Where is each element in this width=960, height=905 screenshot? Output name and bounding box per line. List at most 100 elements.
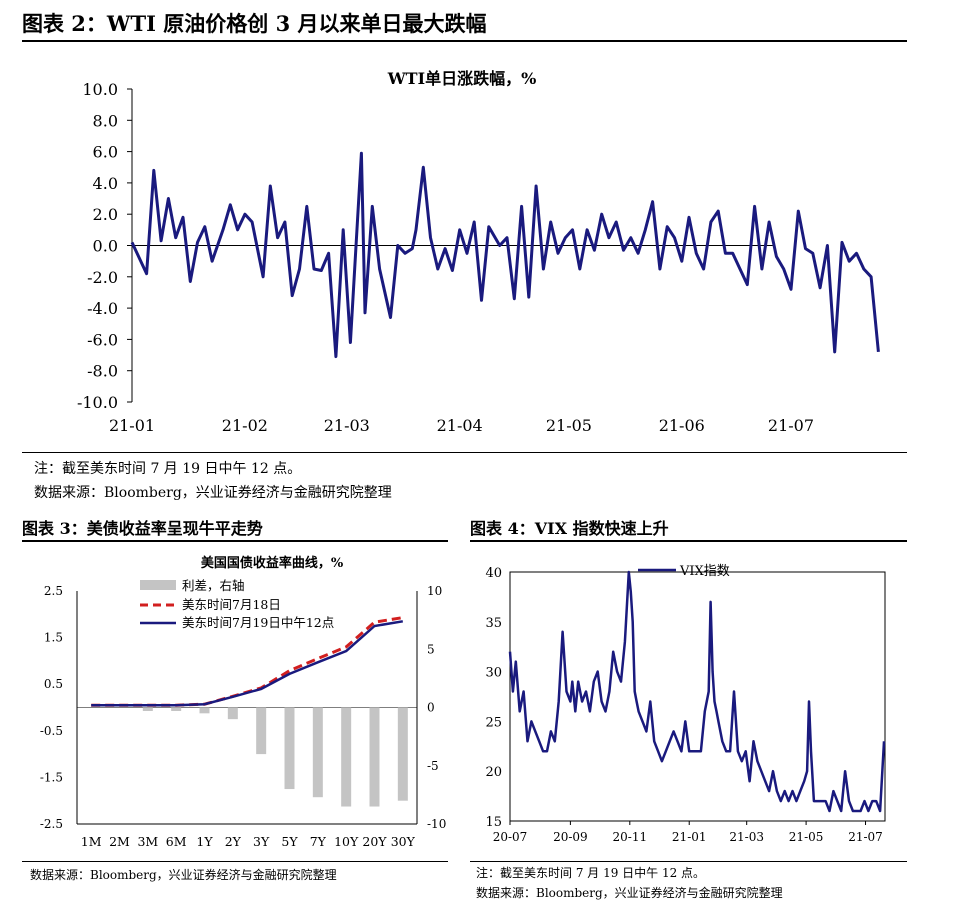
wti-chart: WTI单日涨跌幅，% 10.0 8.0 6.0 4.0 2.0 0.0 -2.0 -4.0 -6…: [77, 69, 880, 435]
vix-y-tick-label: 35: [485, 616, 502, 631]
figure4-source: 数据来源：Bloomberg，兴业证券经济与金融研究院整理: [476, 886, 783, 900]
wti-y-tick-label: -6.0: [87, 330, 118, 349]
figure2-title: 图表 2：WTI 原油价格创 3 月以来单日最大跌幅: [22, 11, 487, 36]
wti-y-tick-label: -10.0: [77, 393, 118, 412]
yield-curve-axes: [76, 591, 418, 825]
yield-curve-tick-labels: 2.5 1.5 0.5 -0.5 -1.5 -2.5 10 5 0 -5 -10 1M 2M 3M 6M 1Y…: [40, 584, 446, 849]
wti-y-tick-label: -4.0: [87, 299, 118, 318]
yc-spread-bar: [227, 707, 238, 720]
wti-y-tick-label: 0.0: [93, 237, 118, 256]
yc-left-tick-label: -2.5: [40, 817, 63, 831]
yield-curve-jul19-line: [91, 620, 404, 707]
yc-spread-bar: [397, 707, 408, 801]
vix-y-tick-label: 25: [485, 715, 502, 730]
vix-legend: VIX指数: [638, 564, 730, 579]
vix-x-tick-label: 21-07: [848, 830, 883, 844]
yc-x-tick-label: 20Y: [362, 834, 387, 849]
figure4-top-rule: [470, 540, 907, 542]
vix-legend-label: VIX指数: [679, 564, 730, 579]
wti-y-tick-label: -8.0: [87, 362, 118, 381]
legend-spread-label: 利差，右轴: [182, 578, 245, 593]
yc-x-tick-label: 10Y: [334, 834, 359, 849]
yc-left-tick-label: 1.5: [44, 631, 63, 645]
figure3-title: 图表 3：美债收益率呈现牛平走势: [22, 519, 263, 538]
yc-x-tick-label: 1M: [81, 834, 102, 849]
figure2-top-rule: [22, 40, 907, 42]
yield-curve-title: 美国国债收益率曲线，%: [201, 555, 344, 571]
vix-y-tick-label: 20: [485, 765, 502, 780]
yc-right-tick-label: -5: [427, 759, 439, 773]
wti-series-line: [130, 151, 880, 359]
yc-x-tick-label: 30Y: [391, 834, 416, 849]
wti-y-tick-label: -2.0: [87, 268, 118, 287]
legend-jul19-label: 美东时间7月19日中午12点: [182, 615, 334, 630]
yc-right-tick-label: 0: [427, 701, 435, 715]
yc-left-tick-label: 2.5: [44, 584, 63, 598]
yield-curve-spread-bars: [142, 707, 408, 807]
vix-x-tick-label: 20-07: [493, 830, 528, 844]
yc-x-tick-label: 3Y: [253, 834, 270, 849]
yc-spread-bar: [142, 707, 153, 711]
vix-x-tick-label: 20-09: [553, 830, 588, 844]
wti-x-tick-label: 21-06: [659, 416, 705, 435]
vix-y-tick-label: 30: [485, 666, 502, 681]
yc-spread-bar: [256, 707, 267, 755]
figure4-title: 图表 4：VIX 指数快速上升: [470, 519, 669, 538]
yc-x-tick-label: 2M: [109, 834, 130, 849]
yield-curve-chart: 美国国债收益率曲线，% 2.5 1.5 0.5 -0.5 -1.5 -2.5 10 5 0 -5 -…: [40, 555, 446, 849]
yc-spread-bar: [341, 707, 352, 807]
yc-right-tick-label: 10: [427, 584, 442, 598]
wti-x-tick-label: 21-04: [437, 416, 483, 435]
yc-spread-bar: [199, 707, 210, 714]
figure2-bottom-rule: [22, 452, 907, 453]
yc-x-tick-label: 6M: [166, 834, 187, 849]
yc-right-tick-label: -10: [427, 817, 446, 831]
vix-x-tick-label: 20-11: [613, 830, 648, 844]
wti-y-tick-label: 10.0: [82, 80, 118, 99]
yc-spread-bar: [369, 707, 380, 807]
wti-y-tick-label: 8.0: [93, 111, 118, 130]
figure4-note: 注：截至美东时间 7 月 19 日中午 12 点。: [476, 866, 706, 880]
vix-x-tick-label: 21-01: [672, 830, 707, 844]
wti-x-tick-label: 21-01: [109, 416, 155, 435]
wti-y-tick-label: 2.0: [93, 205, 118, 224]
vix-series-line: [508, 570, 886, 813]
legend-spread-swatch: [140, 580, 176, 590]
figure2-source: 数据来源：Bloomberg，兴业证券经济与金融研究院整理: [34, 485, 392, 501]
wti-x-tick-label: 21-07: [768, 416, 814, 435]
wti-y-tick-label: 6.0: [93, 143, 118, 162]
figure2-note: 注：截至美东时间 7 月 19 日中午 12 点。: [34, 461, 302, 477]
wti-x-tick-label: 21-03: [324, 416, 370, 435]
wti-y-tick-labels: 10.0 8.0 6.0 4.0 2.0 0.0 -2.0 -4.0 -6.0 -8.0 -10.0: [77, 80, 132, 412]
yc-x-tick-label: 3M: [137, 834, 158, 849]
yc-left-tick-label: 0.5: [44, 677, 63, 691]
yc-spread-bar: [171, 707, 182, 711]
legend-jul18-label: 美东时间7月18日: [182, 597, 281, 612]
wti-y-tick-label: 4.0: [93, 174, 118, 193]
vix-x-tick-label: 21-05: [789, 830, 824, 844]
figure3-bottom-rule: [22, 861, 448, 862]
figure3-source: 数据来源：Bloomberg，兴业证券经济与金融研究院整理: [30, 868, 337, 882]
yc-x-tick-label: 1Y: [196, 834, 213, 849]
wti-x-tick-label: 21-05: [546, 416, 592, 435]
yc-right-tick-label: 5: [427, 642, 435, 656]
yc-x-tick-label: 7Y: [310, 834, 327, 849]
wti-x-tick-labels: 21-01 21-02 21-03 21-04 21-05 21-06 21-07: [109, 416, 814, 435]
yc-spread-bar: [284, 707, 295, 790]
vix-y-tick-label: 15: [485, 815, 502, 830]
wti-x-tick-label: 21-02: [222, 416, 268, 435]
vix-x-tick-label: 21-03: [729, 830, 764, 844]
yc-left-tick-label: -1.5: [40, 770, 63, 784]
figure4-bottom-rule: [470, 861, 907, 862]
yc-left-tick-label: -0.5: [40, 724, 63, 738]
wti-chart-title: WTI单日涨跌幅，%: [387, 69, 537, 88]
figure3-top-rule: [22, 540, 448, 542]
yc-spread-bar: [312, 707, 323, 798]
vix-y-tick-label: 40: [485, 566, 502, 581]
vix-plot-frame: [509, 571, 886, 822]
yc-x-tick-label: 5Y: [281, 834, 298, 849]
yc-x-tick-label: 2Y: [225, 834, 242, 849]
